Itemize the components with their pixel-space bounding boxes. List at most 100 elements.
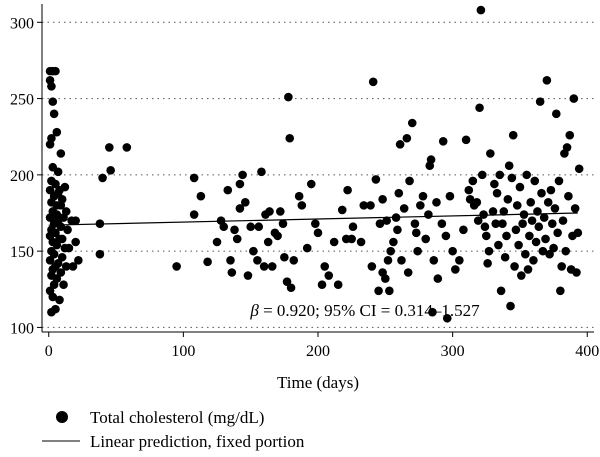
data-point <box>329 237 339 247</box>
data-point <box>564 191 573 201</box>
data-point <box>407 118 417 128</box>
data-point <box>413 246 422 256</box>
data-point <box>426 155 436 164</box>
data-point <box>48 97 58 106</box>
data-point <box>429 255 439 265</box>
data-point <box>311 219 320 228</box>
data-point <box>411 228 421 238</box>
data-point <box>51 66 60 76</box>
data-point <box>68 262 78 271</box>
data-point <box>438 137 448 146</box>
data-point <box>465 194 475 204</box>
data-point <box>257 167 266 177</box>
data-point <box>219 222 229 232</box>
data-point <box>448 246 457 256</box>
data-point <box>545 249 554 259</box>
data-point <box>47 307 56 317</box>
data-point <box>172 262 181 271</box>
data-point <box>385 286 394 296</box>
data-point <box>515 182 525 192</box>
data-point <box>535 97 545 106</box>
data-point <box>273 231 282 241</box>
data-point <box>61 207 71 216</box>
data-point <box>424 210 433 219</box>
x-tick-label-0: 0 <box>45 343 53 360</box>
data-point <box>418 191 428 201</box>
data-point <box>523 265 533 274</box>
data-point <box>324 271 334 280</box>
data-point <box>534 222 544 232</box>
data-point <box>402 133 412 143</box>
data-point <box>557 262 566 271</box>
x-tick-label-200: 200 <box>306 343 330 360</box>
data-point <box>64 243 74 253</box>
data-point <box>464 185 474 195</box>
data-point <box>507 173 517 183</box>
data-point <box>246 222 255 232</box>
data-point <box>549 243 558 253</box>
data-point <box>348 222 358 232</box>
data-point <box>52 127 62 137</box>
data-point <box>521 249 530 259</box>
data-point <box>122 143 132 152</box>
data-point <box>284 92 293 102</box>
data-point <box>105 143 114 152</box>
data-point <box>230 225 239 235</box>
data-point <box>286 283 296 293</box>
data-point <box>459 225 468 235</box>
data-point <box>468 176 478 186</box>
data-point <box>317 280 327 290</box>
data-point <box>481 231 491 241</box>
data-point <box>410 219 420 228</box>
data-point <box>514 240 523 250</box>
data-point <box>543 198 553 207</box>
data-point <box>386 246 396 256</box>
data-point <box>432 198 441 207</box>
data-point <box>359 201 369 210</box>
annotation-beta-symbol: β <box>249 301 259 320</box>
data-point <box>254 222 264 232</box>
data-point <box>367 262 377 271</box>
data-point <box>55 295 64 305</box>
data-point <box>61 262 71 271</box>
data-point <box>562 143 572 152</box>
y-tick-label-200: 200 <box>10 168 34 185</box>
data-point <box>518 219 527 228</box>
data-point <box>356 237 366 247</box>
data-point <box>47 82 56 91</box>
data-point <box>399 204 409 213</box>
data-point <box>333 280 343 290</box>
data-point <box>189 173 199 183</box>
x-ticks: 0 100 200 300 400 <box>45 332 599 360</box>
data-point <box>280 252 289 262</box>
x-axis-title: Time (days) <box>277 373 359 392</box>
data-point <box>226 255 235 265</box>
data-point <box>526 198 536 207</box>
data-point <box>437 219 447 228</box>
data-point <box>492 188 502 198</box>
data-point <box>547 219 557 228</box>
data-point <box>480 222 490 232</box>
data-point <box>294 191 304 201</box>
data-point <box>106 165 115 175</box>
data-point <box>550 204 560 213</box>
data-point <box>484 246 494 256</box>
data-point <box>276 207 285 216</box>
data-point <box>565 130 575 140</box>
x-tick-label-300: 300 <box>441 343 465 360</box>
data-point <box>416 201 425 210</box>
data-point <box>63 225 72 235</box>
data-point <box>495 170 505 180</box>
data-point <box>486 149 495 158</box>
data-point <box>297 201 307 210</box>
data-point <box>558 216 568 225</box>
data-point <box>445 191 455 201</box>
data-point <box>238 170 247 180</box>
data-point <box>442 313 452 323</box>
legend: Total cholesterol (mg/dL) Linear predict… <box>42 408 305 451</box>
data-point <box>289 255 299 265</box>
data-point <box>394 188 404 198</box>
y-tick-label-300: 300 <box>10 15 34 32</box>
data-point <box>472 198 482 207</box>
data-point <box>421 234 431 244</box>
